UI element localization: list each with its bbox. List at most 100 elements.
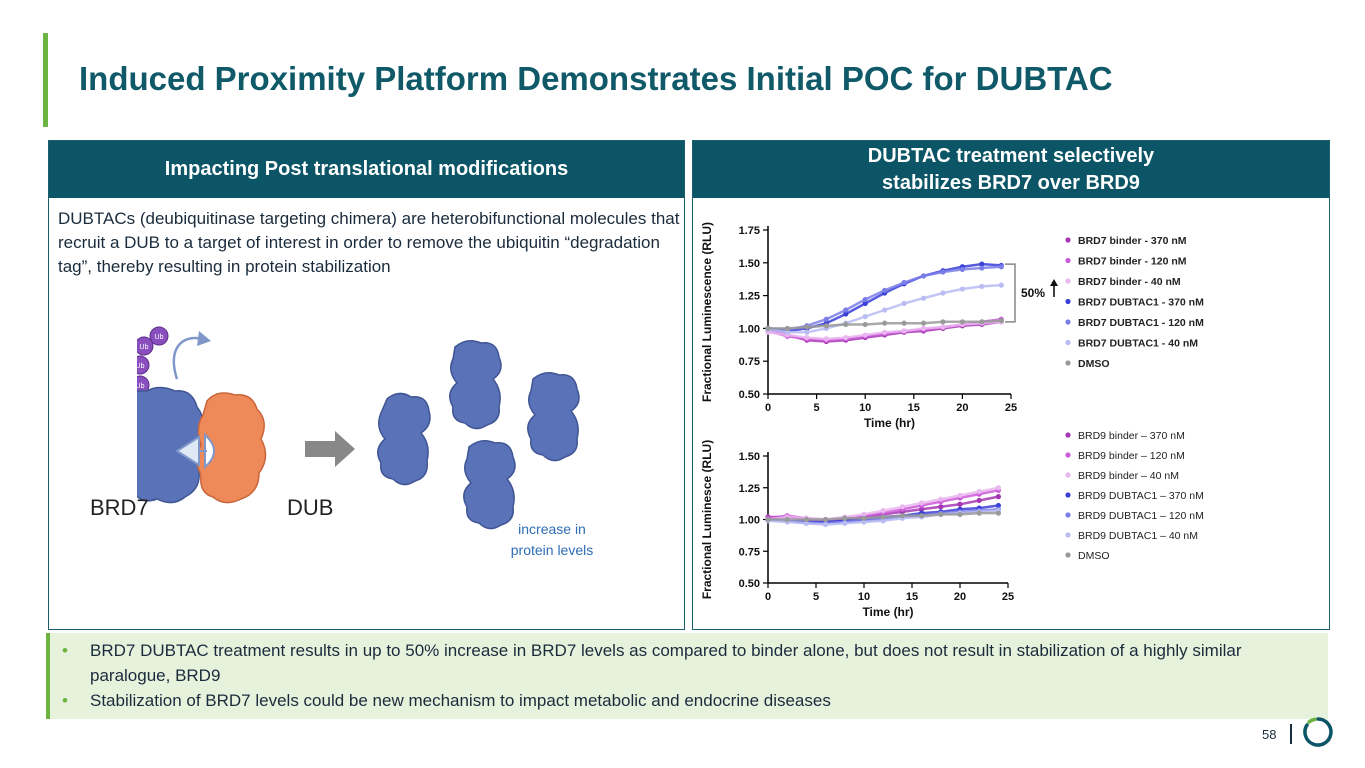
ub-label: Ub [155,334,164,341]
increase-label: increase in protein levels [510,521,594,558]
x-tick-label: 25 [1005,402,1017,414]
key-findings: BRD7 DUBTAC treatment results in up to 5… [46,633,1328,719]
data-point [861,519,867,525]
data-point [784,329,791,335]
dubtac-mechanism-illustration: Ub Ub Ub Ub [137,326,580,530]
legend-marker [1065,492,1071,498]
data-point [998,317,1004,324]
data-point [880,514,886,520]
y-tick-label: 1.50 [739,258,760,270]
data-point [882,287,888,293]
legend-label: BRD7 DUBTAC1 - 370 nM [1078,297,1204,309]
x-tick-label: 10 [859,402,871,414]
series-line [767,265,1002,331]
data-point [995,494,1001,500]
data-point [823,516,829,523]
data-point [882,307,888,313]
legend-label: BRD9 binder – 120 nM [1078,450,1185,462]
left-panel: Impacting Post translational modificatio… [48,140,685,630]
data-point [998,282,1004,288]
left-panel-header: Impacting Post translational modificatio… [49,141,684,198]
data-point [823,521,829,528]
x-axis-label: Time (hr) [864,416,915,430]
brd7-label: BRD7 [90,495,149,520]
data-point [843,307,849,313]
legend-marker [1065,257,1071,264]
stabilized-brd7-protein [449,340,502,430]
legend-label: DMSO [1078,550,1110,562]
data-point [823,336,829,342]
process-arrow [305,431,355,467]
data-point [862,321,868,328]
legend-marker [1065,452,1071,458]
data-point [995,485,1001,491]
legend-marker [1065,319,1071,325]
data-point [784,516,790,523]
data-point [901,320,907,326]
legend-marker [1065,278,1071,284]
data-point [919,500,925,506]
data-point [843,334,849,341]
data-point [959,319,965,325]
increase-bracket [1005,263,1016,323]
legend-marker [1065,237,1071,243]
y-tick-label: 0.75 [739,546,760,558]
legend-marker [1065,532,1071,538]
x-tick-label: 20 [956,402,968,414]
data-point [957,492,963,498]
data-point [803,516,809,523]
data-point [979,261,985,267]
data-point [919,513,925,519]
legend-label: BRD7 binder - 370 nM [1078,235,1187,247]
y-tick-label: 1.00 [739,323,760,335]
x-axis-label: Time (hr) [862,605,913,619]
data-point [976,488,982,495]
data-point [862,332,868,338]
left-panel-header-text: Impacting Post translational modificatio… [164,158,569,180]
x-tick-label: 10 [858,591,870,603]
ubiquitin-chain: Ub Ub Ub Ub [137,326,169,395]
data-point [843,311,849,317]
legend-label: BRD9 binder – 40 nM [1078,470,1179,482]
legend-label: BRD9 DUBTAC1 – 370 nM [1078,490,1204,502]
legend-label: BRD9 DUBTAC1 – 120 nM [1078,510,1204,522]
data-point [882,320,888,326]
data-point [940,290,946,296]
right-panel: DUBTAC treatment selectively stabilizes … [692,140,1330,630]
data-point [823,316,829,322]
data-point [959,286,965,292]
data-point [901,300,907,307]
data-point [920,320,927,326]
data-point [842,515,848,521]
data-point [880,508,886,514]
data-point [940,269,946,275]
y-axis-label: Fractional Luminesce (RLU) [700,440,714,599]
legend-marker [1065,360,1071,366]
y-tick-label: 1.25 [739,483,760,495]
legend-label: DMSO [1078,358,1110,370]
data-point [959,266,965,272]
finding-bullet: BRD7 DUBTAC treatment results in up to 5… [62,638,1318,688]
x-tick-label: 5 [814,402,820,414]
right-panel-header-line2: stabilizes BRD7 over BRD9 [882,171,1140,194]
y-tick-label: 1.25 [739,291,760,303]
dub-label: DUB [287,495,334,520]
data-point [920,325,927,331]
x-tick-label: 15 [906,591,918,603]
legend-marker [1065,552,1071,558]
ub-label: Ub [137,383,145,390]
increase-annotation: 50% [1021,286,1045,300]
data-point [938,496,944,502]
data-point [899,504,905,510]
page-title: Induced Proximity Platform Demonstrates … [79,60,1113,97]
data-point [862,296,868,303]
data-point [901,279,907,286]
data-point [979,319,985,325]
data-point [804,329,810,335]
data-point [842,520,848,526]
up-arrow-head-icon [1050,278,1058,286]
data-point [862,313,868,320]
data-point [861,511,867,518]
stabilized-brd7-protein [527,372,580,462]
data-point [920,295,927,301]
